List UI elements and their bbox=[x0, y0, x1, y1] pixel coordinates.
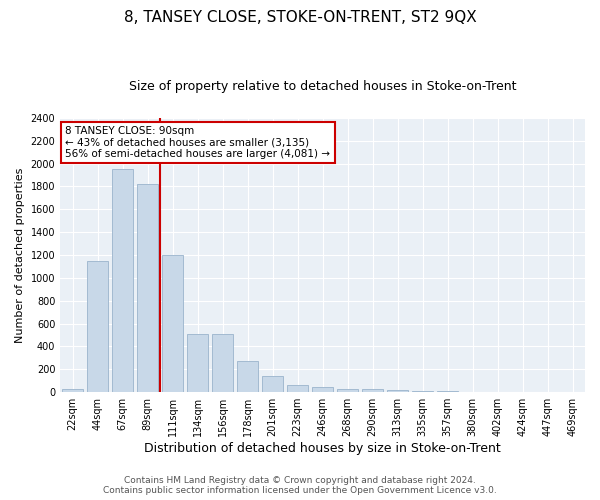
Bar bbox=[412, 391, 433, 392]
Bar bbox=[212, 334, 233, 392]
Bar bbox=[362, 390, 383, 392]
Bar bbox=[87, 260, 108, 392]
Bar bbox=[137, 184, 158, 392]
Text: 8, TANSEY CLOSE, STOKE-ON-TRENT, ST2 9QX: 8, TANSEY CLOSE, STOKE-ON-TRENT, ST2 9QX bbox=[124, 10, 476, 25]
Bar bbox=[387, 390, 408, 392]
Y-axis label: Number of detached properties: Number of detached properties bbox=[15, 168, 25, 342]
Bar bbox=[337, 389, 358, 392]
Bar bbox=[262, 376, 283, 392]
Bar bbox=[162, 255, 183, 392]
Bar bbox=[237, 362, 258, 392]
Bar bbox=[187, 334, 208, 392]
Title: Size of property relative to detached houses in Stoke-on-Trent: Size of property relative to detached ho… bbox=[129, 80, 517, 93]
Bar bbox=[287, 385, 308, 392]
Bar bbox=[312, 387, 333, 392]
Bar bbox=[62, 389, 83, 392]
Bar bbox=[112, 169, 133, 392]
X-axis label: Distribution of detached houses by size in Stoke-on-Trent: Distribution of detached houses by size … bbox=[144, 442, 501, 455]
Text: 8 TANSEY CLOSE: 90sqm
← 43% of detached houses are smaller (3,135)
56% of semi-d: 8 TANSEY CLOSE: 90sqm ← 43% of detached … bbox=[65, 126, 331, 159]
Text: Contains HM Land Registry data © Crown copyright and database right 2024.
Contai: Contains HM Land Registry data © Crown c… bbox=[103, 476, 497, 495]
